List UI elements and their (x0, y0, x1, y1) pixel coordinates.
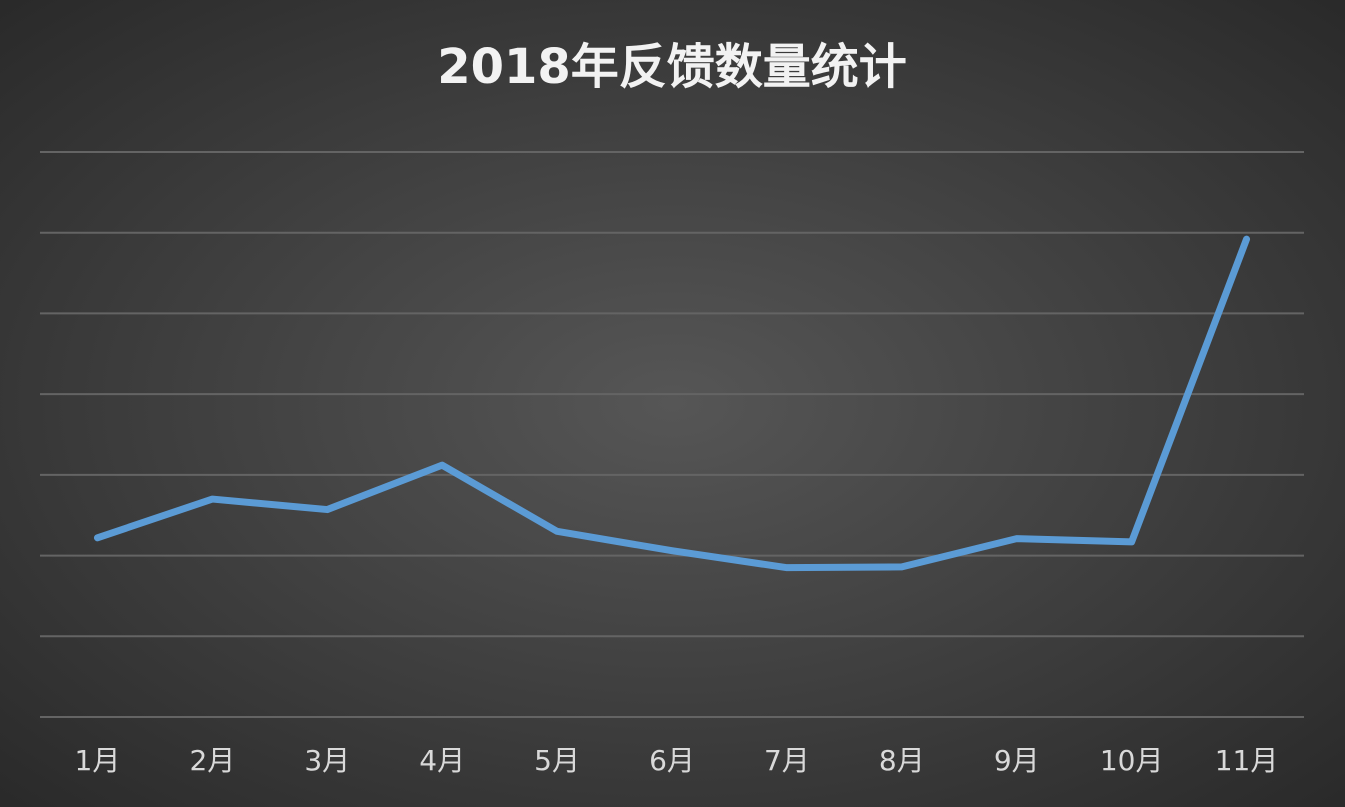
x-tick-label: 5月 (534, 744, 580, 777)
x-tick-label: 1月 (75, 744, 121, 777)
x-tick-label: 6月 (649, 744, 695, 777)
x-tick-label: 8月 (879, 744, 925, 777)
chart-title: 2018年反馈数量统计 (437, 39, 907, 95)
x-tick-label: 7月 (764, 744, 810, 777)
x-tick-label: 3月 (304, 744, 350, 777)
x-tick-label: 10月 (1100, 744, 1164, 777)
data-line (93, 235, 1251, 572)
x-tick-label: 4月 (419, 744, 465, 777)
x-tick-label: 9月 (994, 744, 1040, 777)
x-tick-label: 2月 (189, 744, 235, 777)
x-tick-label: 11月 (1215, 744, 1279, 777)
